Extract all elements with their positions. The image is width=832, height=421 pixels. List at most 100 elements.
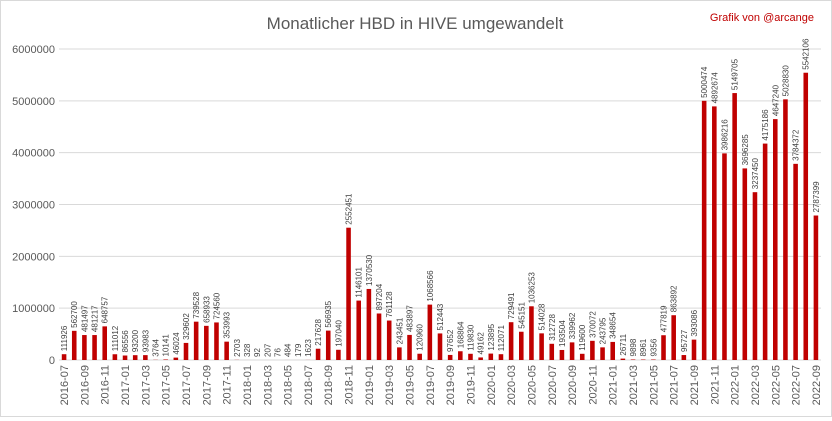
- bar: [590, 341, 595, 360]
- data-label: 5028830: [781, 65, 790, 97]
- data-label: 10141: [162, 334, 171, 357]
- data-label: 724560: [212, 292, 221, 319]
- bar: [62, 354, 67, 360]
- bar: [214, 322, 219, 360]
- x-tick-label: 2016-07: [59, 365, 71, 405]
- data-label: 393086: [690, 309, 699, 336]
- data-label: 562700: [70, 301, 79, 328]
- data-label: 3696285: [741, 134, 750, 166]
- y-tick-label: 4000000: [12, 148, 55, 160]
- data-label: 761128: [385, 291, 394, 318]
- bar: [580, 354, 585, 360]
- bar: [610, 342, 615, 360]
- x-tick-label: 2022-09: [811, 365, 823, 405]
- data-label: 111926: [60, 325, 69, 351]
- data-label: 897204: [375, 283, 384, 310]
- x-tick-label: 2017-07: [181, 365, 193, 405]
- data-label: 658933: [202, 296, 211, 323]
- data-label: 179: [294, 343, 303, 357]
- data-label: 339962: [568, 312, 577, 339]
- data-label: 207: [263, 343, 272, 357]
- x-tick-label: 2021-01: [608, 365, 620, 405]
- x-tick-label: 2019-11: [465, 365, 477, 405]
- bar: [560, 350, 565, 360]
- bar: [326, 331, 331, 360]
- bar: [732, 93, 737, 360]
- bar: [509, 322, 514, 360]
- data-label: 168864: [456, 321, 465, 348]
- data-label: 76: [273, 348, 282, 357]
- bar: [82, 335, 87, 360]
- bar: [224, 342, 229, 360]
- bar: [753, 192, 758, 360]
- bar: [468, 354, 473, 360]
- y-tick-label: 0: [49, 355, 55, 367]
- data-label: 95727: [680, 329, 689, 352]
- bar: [417, 354, 422, 360]
- data-label: 545151: [517, 301, 526, 328]
- x-tick-label: 2017-01: [120, 365, 132, 405]
- data-label: 111012: [111, 325, 120, 351]
- x-tick-label: 2021-05: [648, 365, 660, 405]
- data-label: 863892: [670, 285, 679, 312]
- x-tick-label: 2021-03: [628, 365, 640, 405]
- bar: [692, 340, 697, 360]
- bar: [346, 228, 351, 360]
- bar: [661, 335, 666, 360]
- bar: [438, 333, 443, 360]
- bar: [143, 355, 148, 360]
- y-tick-label: 5000000: [12, 96, 55, 108]
- x-tick-label: 2016-09: [79, 365, 91, 405]
- bar: [174, 358, 179, 360]
- x-tick-label: 2021-11: [709, 365, 721, 405]
- data-label: 3764: [152, 338, 161, 356]
- bar: [336, 350, 341, 360]
- bar: [793, 164, 798, 360]
- x-tick-label: 2018-07: [303, 365, 315, 405]
- data-label: 329602: [182, 313, 191, 340]
- data-label: 120960: [416, 323, 425, 350]
- data-label: 92: [253, 348, 262, 357]
- bar: [722, 153, 727, 360]
- data-label: 1623: [304, 339, 313, 357]
- x-tick-label: 2022-01: [730, 365, 742, 405]
- data-label: 370072: [588, 311, 597, 338]
- bar: [428, 305, 433, 360]
- y-tick-label: 2000000: [12, 251, 55, 263]
- data-label: 9356: [649, 338, 658, 356]
- bar: [743, 168, 748, 360]
- x-tick-label: 2017-05: [161, 365, 173, 405]
- data-label: 1068566: [426, 270, 435, 302]
- x-tick-label: 2020-05: [526, 365, 538, 405]
- data-label: 9898: [629, 338, 638, 356]
- x-tick-label: 2020-03: [506, 365, 518, 405]
- bar: [458, 351, 463, 360]
- bar: [316, 349, 321, 360]
- bar: [539, 333, 544, 360]
- data-label: 4647240: [771, 84, 780, 116]
- x-tick-label: 2020-11: [587, 365, 599, 405]
- bar: [712, 106, 717, 360]
- data-label: 348654: [609, 312, 618, 339]
- data-label: 49162: [477, 332, 486, 355]
- data-label: 477819: [660, 305, 669, 332]
- bar: [397, 347, 402, 360]
- x-tick-label: 2019-05: [405, 365, 417, 405]
- data-label: 97652: [446, 329, 455, 352]
- bar: [763, 144, 768, 360]
- data-label: 3784372: [792, 129, 801, 161]
- data-label: 2787399: [812, 181, 821, 213]
- data-label: 353993: [223, 311, 232, 338]
- x-tick-label: 2022-05: [770, 365, 782, 405]
- bar: [631, 359, 636, 360]
- bar: [72, 331, 77, 360]
- bar: [133, 355, 138, 360]
- x-tick-label: 2018-03: [262, 365, 274, 405]
- data-label: 86556: [121, 330, 130, 353]
- bar: [621, 359, 626, 360]
- x-tick-label: 2022-07: [791, 365, 803, 405]
- x-tick-label: 2020-01: [486, 365, 498, 405]
- data-label: 481497: [80, 305, 89, 332]
